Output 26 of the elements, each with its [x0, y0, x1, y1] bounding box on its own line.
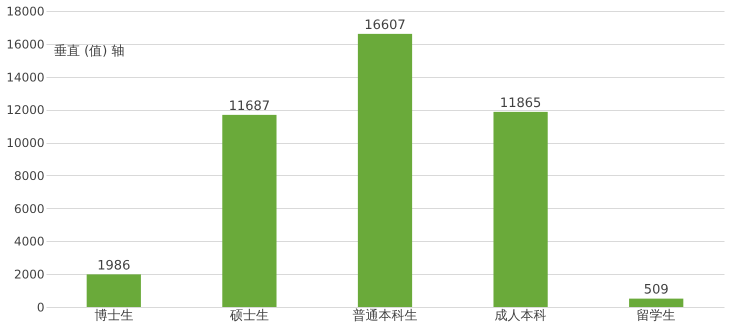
y-tick-label: 16000 [6, 37, 44, 52]
y-tick-label: 14000 [6, 70, 44, 84]
x-tick-label: 硕士生 [228, 308, 269, 324]
x-tick-label: 成人本科 [494, 308, 547, 324]
y-tick-label: 12000 [6, 103, 44, 118]
bar [493, 112, 548, 307]
annotation: 垂直 (值) 轴 [54, 44, 124, 59]
y-tick-label: 6000 [14, 202, 44, 216]
bar [222, 114, 277, 307]
x-tick-label: 普通本科生 [352, 308, 418, 324]
y-tick-label: 18000 [6, 4, 44, 18]
y-tick-label: 4000 [14, 234, 44, 249]
bar [358, 34, 412, 307]
data-label: 16607 [364, 18, 406, 33]
data-label: 1986 [97, 258, 130, 274]
x-tick-label: 留学生 [636, 308, 676, 324]
y-tick-label: 10000 [6, 136, 44, 150]
data-label: 509 [644, 282, 669, 298]
y-tick-label: 0 [36, 300, 44, 314]
x-tick-label: 博士生 [94, 308, 134, 324]
data-label: 11687 [228, 98, 270, 114]
bar [629, 298, 684, 307]
bar [86, 274, 141, 307]
y-tick-label: 2000 [14, 268, 44, 282]
y-tick-label: 8000 [14, 168, 44, 183]
data-label: 11865 [500, 96, 542, 111]
